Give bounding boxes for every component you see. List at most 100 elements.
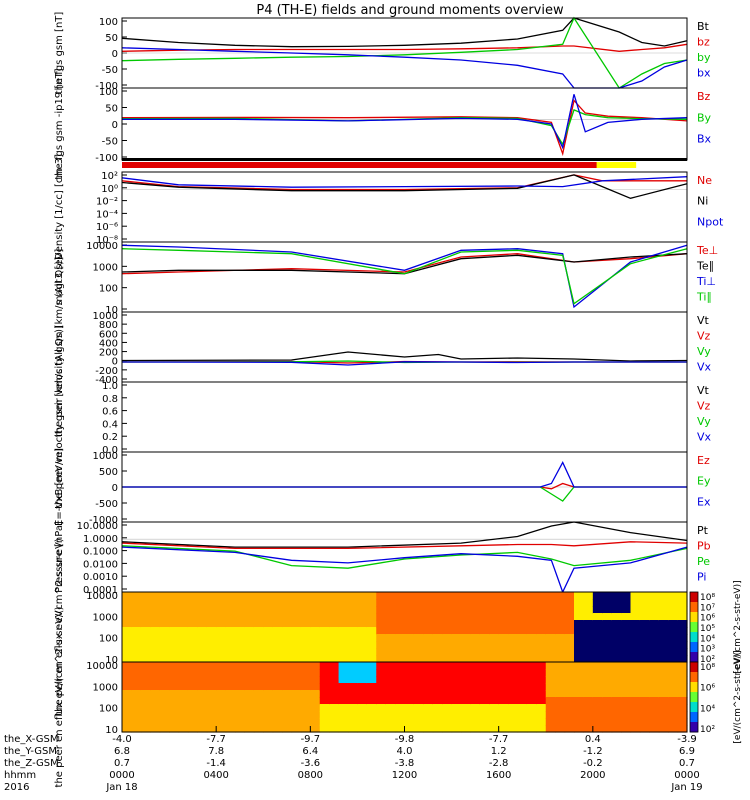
colorbar-tick-label: 10⁵ [700,624,715,634]
heatmap-cell [338,627,349,635]
heatmap-cell [451,711,462,719]
heatmap-cell [639,676,650,684]
heatmap-cell [235,711,246,719]
heatmap-cell [574,634,585,642]
heatmap-cell [621,606,632,614]
heatmap-cell [658,592,669,600]
heatmap-cell [461,655,472,663]
heatmap-cell [555,648,566,656]
ytick-label: 0.2 [102,432,118,443]
heatmap-cell [244,620,255,628]
heatmap-cell [395,669,406,677]
xtick-label: -7.7 [206,734,226,745]
ytick-label: 0 [112,483,118,494]
heatmap-cell [649,683,660,691]
heatmap-cell [357,725,368,733]
heatmap-cell [178,704,189,712]
heatmap-cell [658,669,669,677]
heatmap-cell [366,718,377,726]
heatmap-cell [545,634,556,642]
series-line-ey [122,486,687,502]
heatmap-cell [244,725,255,733]
heatmap-cell [159,620,170,628]
heatmap-cell [197,683,208,691]
heatmap-cell [282,620,293,628]
series-line-bz [121,99,688,157]
heatmap-cell [677,669,688,677]
heatmap-cell [649,634,660,642]
ytick-label: 100 [99,634,118,645]
heatmap-cell [545,718,556,726]
heatmap-cell [432,669,443,677]
heatmap-cell [159,711,170,719]
heatmap-cell [526,690,537,698]
heatmap-cell [611,711,622,719]
heatmap-cell [159,599,170,607]
heatmap-cell [602,620,613,628]
ytick-label: 1000 [93,612,118,623]
heatmap-cell [432,711,443,719]
heatmap-cell [508,690,519,698]
heatmap-cell [376,648,387,656]
heatmap-cell [536,704,547,712]
heatmap-cell [122,641,133,649]
heatmap-cell [122,704,133,712]
heatmap-cell [630,676,641,684]
heatmap-cell [498,655,509,663]
heatmap-cell [639,655,650,663]
heatmap-cell [489,704,500,712]
heatmap-cell [366,697,377,705]
heatmap-cell [244,599,255,607]
heatmap-cell [658,655,669,663]
heatmap-cell [545,648,556,656]
heatmap-cell [300,718,311,726]
heatmap-cell [376,676,387,684]
heatmap-cell [432,718,443,726]
heatmap-cell [310,655,321,663]
heatmap-cell [235,627,246,635]
heatmap-cell [526,704,537,712]
heatmap-cell [216,683,227,691]
heatmap-cell [235,641,246,649]
heatmap-cell [649,704,660,712]
heatmap-cell [187,662,198,670]
heatmap-cell [385,620,396,628]
heatmap-cell [404,725,415,733]
heatmap-cell [225,704,236,712]
heatmap-cell [404,592,415,600]
heatmap-cell [253,648,264,656]
xtick-label: 0000 [674,770,699,781]
heatmap-cell [206,627,217,635]
heatmap-cell [216,599,227,607]
heatmap-cell [451,648,462,656]
heatmap-cell [329,718,340,726]
heatmap-cell [442,725,453,733]
heatmap-cell [253,669,264,677]
heatmap-cell [583,592,594,600]
heatmap-cell [329,669,340,677]
heatmap-cell [235,620,246,628]
heatmap-cell [329,704,340,712]
heatmap-cell [545,711,556,719]
heatmap-cell [470,690,481,698]
heatmap-cell [461,662,472,670]
heatmap-cell [244,655,255,663]
heatmap-cell [498,592,509,600]
heatmap-cell [348,627,359,635]
heatmap-cell [272,648,283,656]
heatmap-cell [235,676,246,684]
heatmap-cell [338,634,349,642]
heatmap-cell [150,690,161,698]
heatmap-cell [310,683,321,691]
heatmap-cell [470,613,481,621]
heatmap-cell [413,648,424,656]
panel-frame [121,311,688,383]
heatmap-cell [470,718,481,726]
heatmap-cell [178,697,189,705]
xtick-label: -1.4 [206,758,226,769]
heatmap-cell [291,690,302,698]
heatmap-cell [630,627,641,635]
heatmap-cell [357,662,368,670]
heatmap-cell [348,648,359,656]
heatmap-cell [206,662,217,670]
